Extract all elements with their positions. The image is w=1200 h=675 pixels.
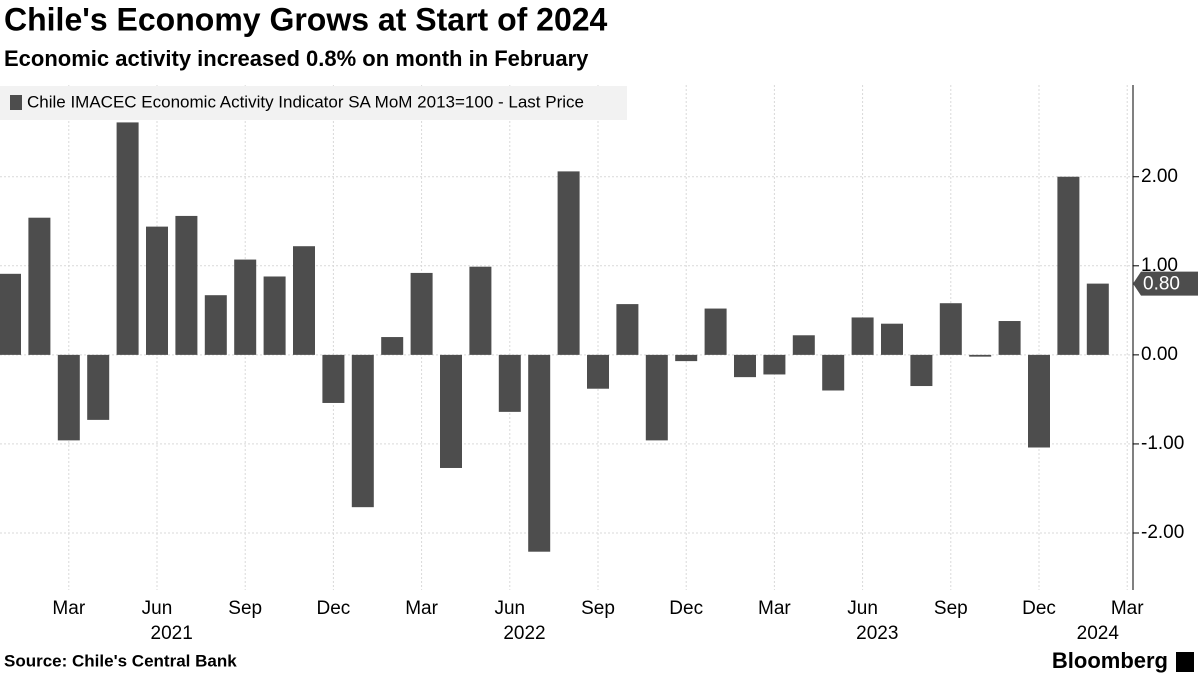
legend-swatch (10, 95, 22, 110)
bar (1028, 354, 1050, 448)
bar (469, 266, 492, 355)
bar (557, 171, 580, 355)
x-tick-label: Mar (52, 598, 85, 619)
bar (440, 354, 462, 468)
year-label: 2023 (856, 623, 898, 644)
bar (234, 259, 257, 355)
bar (704, 308, 727, 355)
bar (381, 337, 404, 355)
bar (351, 354, 374, 508)
y-tick-label: -2.00 (1141, 522, 1184, 543)
y-tick-label: 2.00 (1141, 166, 1178, 187)
bar (792, 335, 815, 355)
bar (910, 354, 933, 387)
year-label: 2024 (1077, 623, 1120, 644)
bar (204, 295, 227, 355)
bar (146, 226, 168, 355)
chart-subtitle: Economic activity increased 0.8% on mont… (4, 46, 589, 71)
x-tick-label: Dec (669, 598, 703, 619)
bar (616, 304, 639, 355)
value-tag (1133, 271, 1198, 296)
value-label: 0.80 (1143, 274, 1180, 295)
x-tick-label: Mar (758, 598, 791, 619)
bar (498, 354, 521, 412)
brand: Bloomberg (1052, 648, 1168, 673)
y-tick-label: 1.00 (1141, 255, 1178, 276)
bar (734, 354, 756, 378)
bar (1057, 176, 1080, 355)
bar (0, 273, 21, 355)
legend-label: Chile IMACEC Economic Activity Indicator… (27, 92, 584, 111)
x-tick-label: Sep (581, 598, 615, 619)
bar (763, 354, 786, 375)
bar (851, 317, 874, 355)
bar (998, 321, 1021, 355)
bar (322, 354, 345, 403)
x-tick-label: Sep (934, 598, 968, 619)
x-tick-label: Jun (847, 598, 878, 619)
bar (528, 354, 551, 552)
x-tick-label: Dec (1022, 598, 1056, 619)
y-tick-label: 0.00 (1141, 344, 1178, 365)
bar (587, 354, 609, 389)
bar (28, 217, 51, 355)
x-tick-label: Jun (494, 598, 525, 619)
bar (822, 354, 845, 391)
brand-logo (1176, 652, 1194, 672)
bar (263, 276, 286, 355)
bar (675, 354, 698, 362)
bar (57, 354, 80, 441)
chart-title: Chile's Economy Grows at Start of 2024 (4, 1, 608, 37)
x-tick-label: Mar (1111, 598, 1144, 619)
bar (116, 122, 139, 355)
bar (293, 246, 315, 355)
x-tick-label: Mar (405, 598, 438, 619)
x-tick-label: Sep (228, 598, 262, 619)
bar (645, 354, 668, 441)
legend-box (0, 86, 627, 120)
bar (969, 354, 992, 357)
bar (175, 215, 198, 355)
source: Source: Chile's Central Bank (4, 651, 237, 670)
year-label: 2021 (151, 623, 193, 644)
bar (87, 354, 110, 420)
bar (881, 323, 903, 355)
bar (1086, 283, 1109, 355)
x-tick-label: Jun (142, 598, 173, 619)
x-tick-label: Dec (317, 598, 351, 619)
bar (410, 272, 433, 355)
y-tick-label: -1.00 (1141, 433, 1184, 454)
bar (939, 303, 962, 355)
year-label: 2022 (503, 623, 545, 644)
